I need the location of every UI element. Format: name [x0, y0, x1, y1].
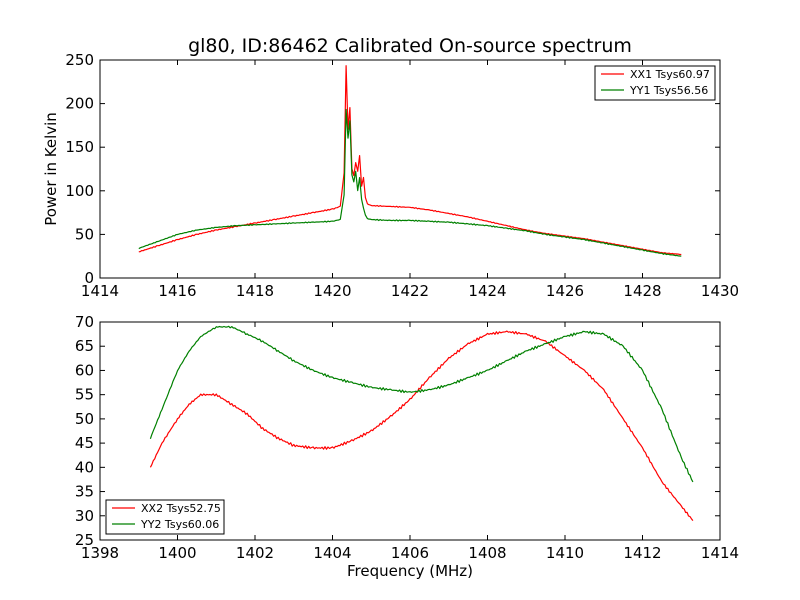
y-tick-label: 50 [75, 410, 94, 428]
y-tick-label: 45 [75, 434, 94, 452]
series-line-xx1 [138, 65, 682, 256]
x-tick-label: 1398 [81, 544, 119, 562]
bottom-plot-area [149, 325, 694, 521]
top-axes-frame [99, 59, 721, 279]
y-tick-label: 40 [75, 458, 94, 476]
bottom-x-axis-label: Frequency (MHz) [347, 562, 473, 580]
y-tick-label: 150 [65, 138, 94, 156]
x-tick-label: 1410 [546, 544, 584, 562]
x-tick-label: 1408 [468, 544, 506, 562]
x-tick-label: 1418 [236, 282, 274, 300]
x-tick-label: 1428 [623, 282, 661, 300]
x-tick-label: 1404 [313, 544, 351, 562]
x-tick-label: 1422 [391, 282, 429, 300]
x-tick-label: 1420 [313, 282, 351, 300]
y-tick-label: 70 [75, 313, 94, 331]
legend-label-yy2: YY2 Tsys60.06 [140, 518, 219, 531]
top-axis-ticks: 1414 1416 1418 1420 1422 1424 1426 1428 1430 0 50 1… [65, 51, 739, 300]
x-tick-label: 1426 [546, 282, 584, 300]
x-tick-label: 1406 [391, 544, 429, 562]
x-tick-label: 1414 [81, 282, 119, 300]
series-line-xx2 [149, 330, 694, 521]
top-legend: XX1 Tsys60.97 YY1 Tsys56.56 [594, 65, 716, 101]
top-legend-box [594, 65, 716, 101]
x-tick-label: 1430 [701, 282, 739, 300]
y-tick-label: 25 [75, 531, 94, 549]
y-tick-label: 55 [75, 386, 94, 404]
y-tick-label: 50 [75, 225, 94, 243]
y-tick-label: 60 [75, 361, 94, 379]
y-tick-label: 250 [65, 51, 94, 69]
bottom-legend-box [105, 499, 225, 535]
x-tick-label: 1414 [701, 544, 739, 562]
y-tick-label: 65 [75, 337, 94, 355]
x-tick-label: 1412 [623, 544, 661, 562]
legend-label-xx1: XX1 Tsys60.97 [630, 68, 710, 81]
top-y-axis-label: Power in Kelvin [42, 112, 60, 226]
series-line-yy2 [149, 325, 694, 483]
bottom-axis-ticks: 1398 1400 1402 1404 1406 1408 1410 1412 1414 25 30… [75, 313, 739, 562]
y-tick-label: 35 [75, 483, 94, 501]
top-panel: gl80, ID:86462 Calibrated On-source spec… [42, 35, 739, 300]
x-tick-label: 1402 [236, 544, 274, 562]
bottom-legend: XX2 Tsys52.75 YY2 Tsys60.06 [105, 499, 225, 535]
y-tick-label: 30 [75, 507, 94, 525]
legend-label-yy1: YY1 Tsys56.56 [629, 84, 708, 97]
y-tick-label: 200 [65, 95, 94, 113]
series-line-yy1 [138, 108, 682, 257]
x-tick-label: 1400 [158, 544, 196, 562]
chart-title: gl80, ID:86462 Calibrated On-source spec… [188, 35, 632, 57]
x-tick-label: 1424 [468, 282, 506, 300]
x-tick-label: 1416 [158, 282, 196, 300]
y-tick-label: 100 [65, 182, 94, 200]
legend-label-xx2: XX2 Tsys52.75 [141, 502, 221, 515]
bottom-axes-frame [99, 321, 721, 541]
top-plot-area [138, 65, 682, 257]
y-tick-label: 0 [84, 269, 94, 287]
bottom-panel: Frequency (MHz) 1398 1400 1402 1404 1406 1408… [75, 313, 739, 580]
